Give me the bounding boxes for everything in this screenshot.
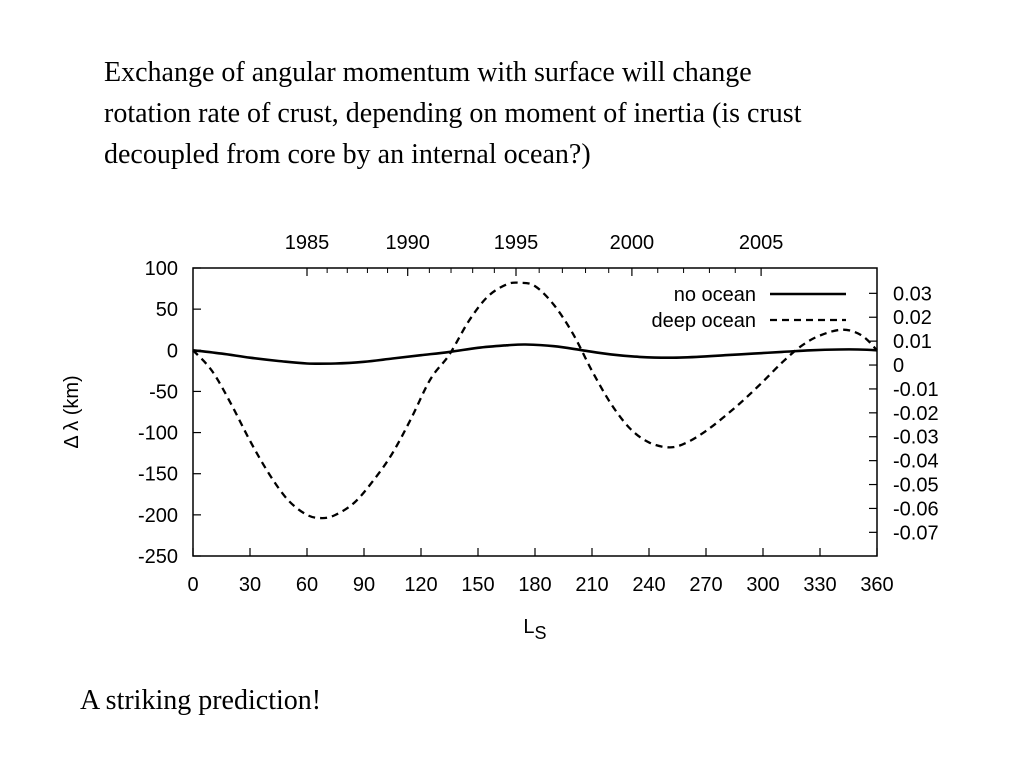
y-axis-label: Δ λ (km) [61,375,83,448]
x-axis-label-main: L [523,616,534,638]
slide-footnote: A striking prediction! [80,685,322,716]
heading-line-3: decoupled from core by an internal ocean… [104,139,591,170]
series-line-no-ocean [192,343,878,366]
right-tick-label: -0.07 [893,522,939,544]
y-tick-label: 100 [145,258,178,280]
x-tick-label: 330 [803,574,836,596]
x-tick-label: 270 [689,574,722,596]
right-tick-label: -0.02 [893,403,939,425]
y-tick-label: 50 [156,299,178,321]
series-line-deep-ocean [192,281,878,520]
x-tick-label: 360 [860,574,893,596]
x-tick-label: 300 [746,574,779,596]
y-tick-label: -150 [138,464,178,486]
x-axis-label-subscript: S [535,623,547,643]
x-tick-label: 180 [518,574,551,596]
x-tick-label: 120 [404,574,437,596]
top-tick-label: 1990 [385,232,430,254]
x-tick-label: 150 [461,574,494,596]
x-tick-label: 60 [296,574,318,596]
right-tick-label: -0.01 [893,379,939,401]
right-tick-label: 0 [893,355,904,377]
y-tick-label: -250 [138,546,178,568]
x-tick-label: 0 [187,574,198,596]
right-tick-label: 0.03 [893,283,932,305]
x-axis-label: LS [523,616,546,643]
x-tick-label: 30 [239,574,261,596]
heading-line-1: Exchange of angular momentum with surfac… [104,57,752,88]
right-tick-label: -0.04 [893,451,939,473]
right-tick-label: -0.03 [893,427,939,449]
right-tick-label: -0.05 [893,475,939,497]
y-tick-label: -100 [138,423,178,445]
y-tick-label: 0 [167,340,178,362]
y-tick-label: -50 [149,381,178,403]
x-tick-label: 240 [632,574,665,596]
plot-frame [192,267,878,557]
right-tick-label: -0.06 [893,498,939,520]
legend-label-no-ocean: no ocean [674,284,756,306]
x-tick-label: 90 [353,574,375,596]
heading-line-2: rotation rate of crust, depending on mom… [104,98,802,129]
top-tick-label: 2000 [610,232,655,254]
top-tick-label: 2005 [739,232,784,254]
legend-label-deep-ocean: deep ocean [651,310,756,332]
top-tick-label: 1995 [494,232,539,254]
x-tick-label: 210 [575,574,608,596]
slide-heading: Exchange of angular momentum with surfac… [104,52,984,175]
right-tick-label: 0.01 [893,331,932,353]
right-tick-label: 0.02 [893,307,932,329]
y-tick-label: -200 [138,505,178,527]
top-tick-label: 1985 [285,232,330,254]
